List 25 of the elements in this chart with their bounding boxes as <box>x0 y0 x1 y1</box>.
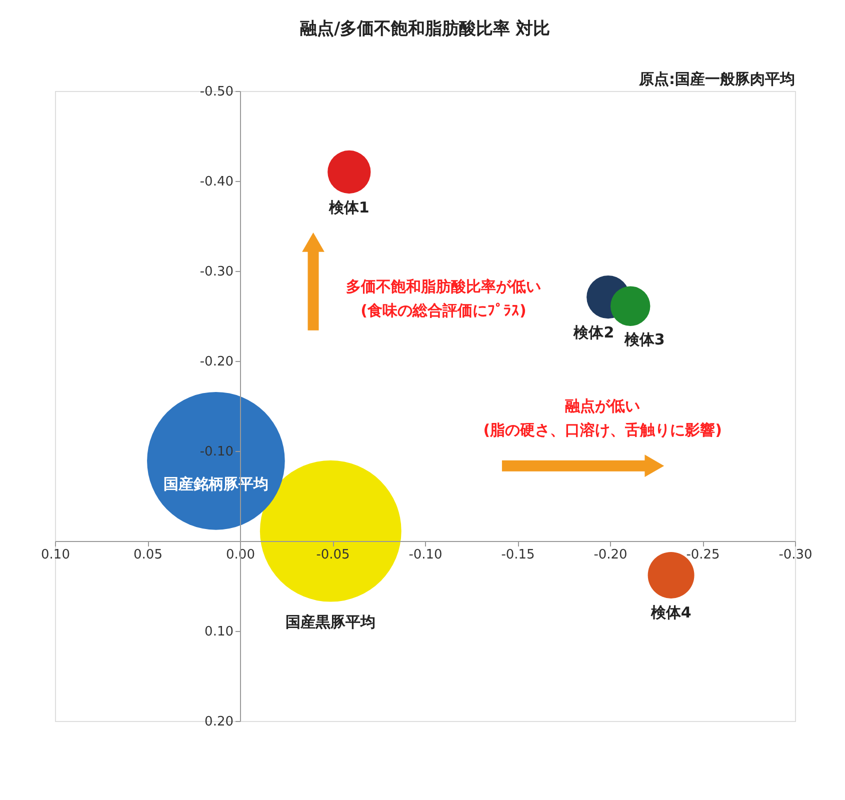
y-tick-label: -0.50 <box>200 84 234 100</box>
x-tick-label: 0.10 <box>41 548 70 562</box>
y-tick-label: -0.30 <box>200 264 234 280</box>
series-label: 国産黒豚平均 <box>286 612 376 631</box>
y-tick-label: -0.40 <box>200 174 234 190</box>
y-tick-label: -0.10 <box>200 444 234 460</box>
x-tick-label: -0.20 <box>594 548 628 562</box>
text: 原点:国産一般豚肉平均 <box>638 70 795 88</box>
series-label: 国産銘柄豚平均 <box>163 474 268 493</box>
series-label: 検体1 <box>328 198 370 216</box>
annotation: 多価不飽和脂肪酸比率が低い (食味の総合評価にﾌﾟﾗｽ) <box>346 277 541 320</box>
series-label: 検体2 <box>572 323 614 342</box>
x-tick-label: -0.30 <box>778 548 812 562</box>
series-label: 検体4 <box>650 603 692 622</box>
x-tick-label: -0.15 <box>501 548 535 562</box>
y-tick-label: -0.20 <box>200 354 234 370</box>
y-tick-label: 0.10 <box>204 624 234 640</box>
annotation: 融点が低い (脂の硬さ、口溶け、舌触りに影響) <box>483 397 722 439</box>
x-tick-label: -0.10 <box>408 548 442 562</box>
x-tick-label: -0.05 <box>316 548 350 562</box>
x-tick-label: -0.25 <box>686 548 720 562</box>
series-label: 検体3 <box>623 330 665 349</box>
x-tick-label: 0.05 <box>134 548 162 562</box>
y-tick-label: 0.20 <box>204 714 234 730</box>
chart-title: 融点/多価不飽和脂肪酸比率 対比 <box>300 19 550 39</box>
